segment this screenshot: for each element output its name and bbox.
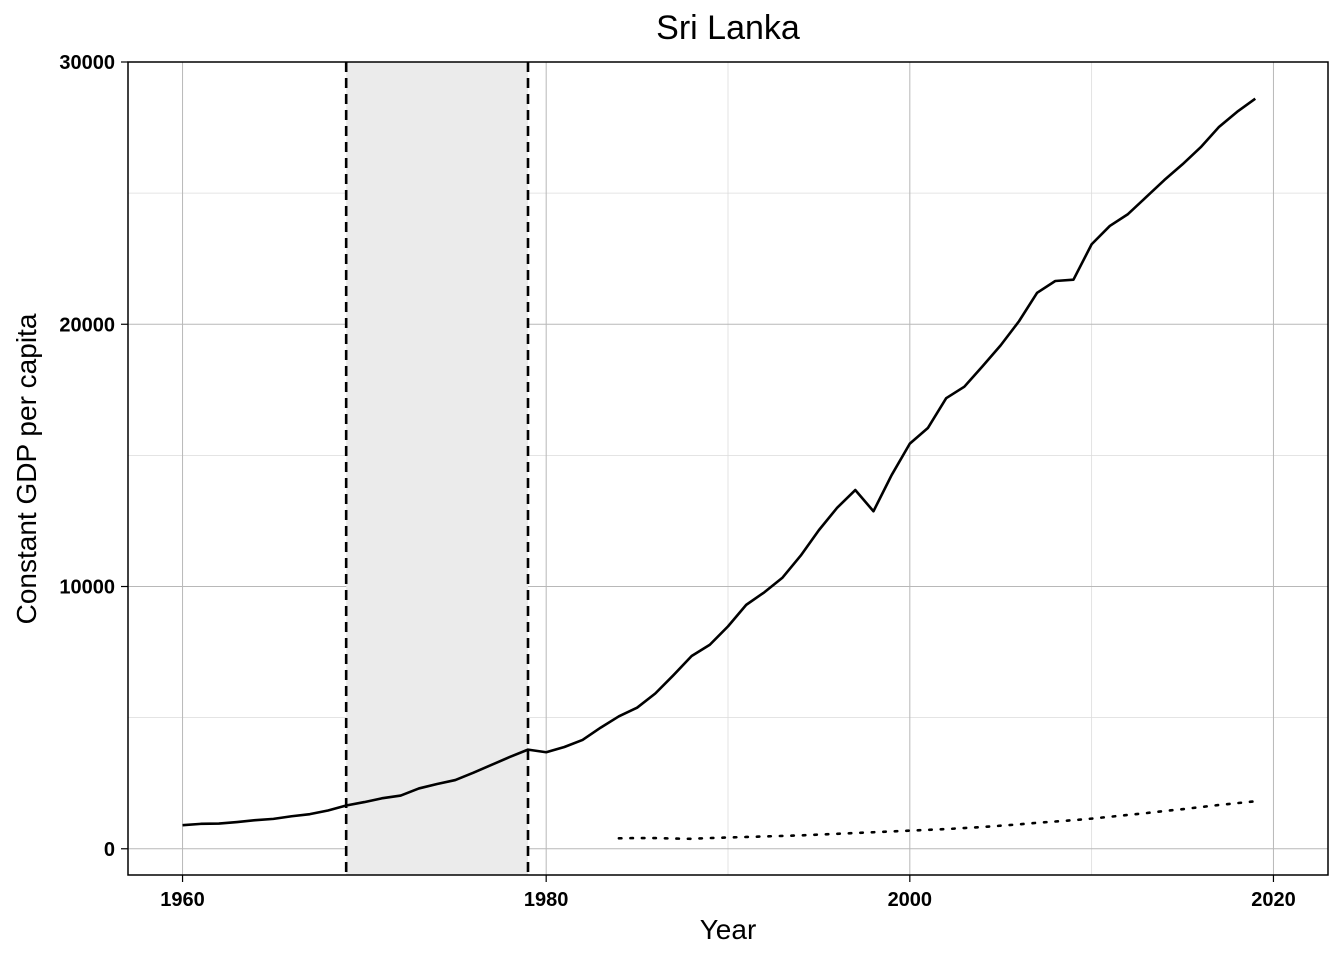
- y-tick-label: 0: [104, 839, 115, 861]
- y-tick-label: 20000: [59, 314, 115, 336]
- chart-title: Sri Lanka: [656, 9, 800, 47]
- shaded-period-rect: [346, 62, 528, 875]
- vertical-reference-lines: [344, 62, 530, 875]
- axis-ticks: 1960 1980 2000 2020 0 10000 20000 30000: [59, 52, 1295, 911]
- y-tick-label: 30000: [59, 52, 115, 74]
- x-tick-label: 2020: [1251, 889, 1296, 911]
- plot-panel-border: [127, 61, 1329, 876]
- x-axis-title: Year: [700, 914, 757, 945]
- dotted-series-line: [617, 800, 1257, 841]
- x-tick-label: 2000: [888, 889, 933, 911]
- grid-lines: [128, 61, 1328, 875]
- y-axis-title: Constant GDP per capita: [11, 313, 42, 624]
- data-series: [182, 97, 1257, 841]
- solid-series-line: [182, 97, 1257, 827]
- y-tick-label: 10000: [59, 577, 115, 599]
- shaded-period: [346, 62, 528, 875]
- x-tick-label: 1960: [160, 889, 205, 911]
- x-tick-label: 1980: [524, 889, 569, 911]
